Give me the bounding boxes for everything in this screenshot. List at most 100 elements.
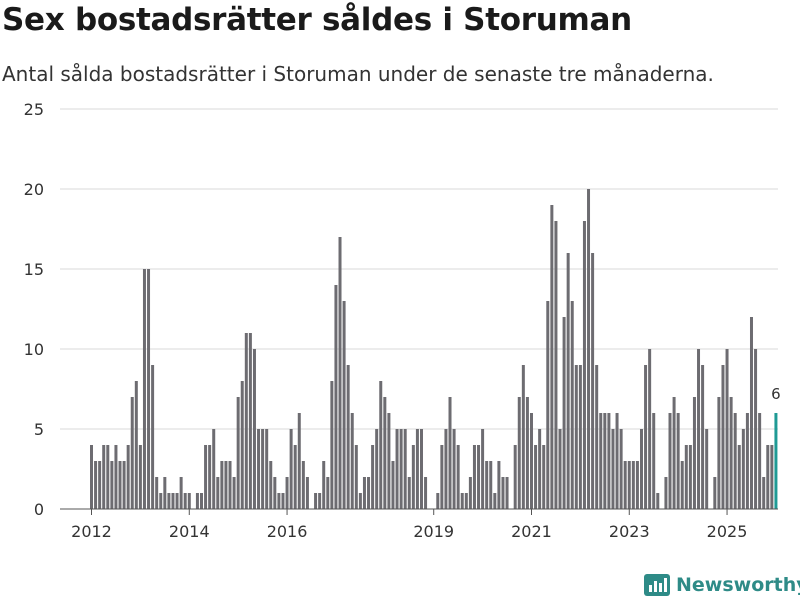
- bar: [118, 461, 122, 509]
- bar: [395, 429, 399, 509]
- bar: [656, 493, 660, 509]
- bar: [648, 349, 652, 509]
- bar: [554, 221, 558, 509]
- bar: [521, 365, 525, 509]
- bar: [346, 365, 350, 509]
- y-tick-label: 0: [34, 500, 44, 519]
- bar: [399, 429, 403, 509]
- bar: [749, 317, 753, 509]
- bar: [367, 477, 371, 509]
- bar: [692, 397, 696, 509]
- bar: [110, 461, 114, 509]
- bar: [672, 397, 676, 509]
- bar: [534, 445, 538, 509]
- bar: [538, 429, 542, 509]
- bar-highlight: [774, 413, 778, 509]
- bar: [517, 397, 521, 509]
- bar: [90, 445, 93, 509]
- bar: [497, 461, 501, 509]
- bar: [481, 429, 485, 509]
- bar: [265, 429, 269, 509]
- bar: [138, 445, 142, 509]
- bar: [289, 429, 293, 509]
- bar: [362, 477, 366, 509]
- bar: [228, 461, 232, 509]
- bar: [529, 413, 533, 509]
- bar: [261, 429, 265, 509]
- bar: [562, 317, 566, 509]
- bar: [729, 397, 733, 509]
- bar: [236, 397, 240, 509]
- bar: [619, 429, 623, 509]
- bar: [725, 349, 729, 509]
- bar: [582, 221, 586, 509]
- bar: [106, 445, 110, 509]
- bar: [358, 493, 362, 509]
- bar: [680, 461, 684, 509]
- bar: [342, 301, 346, 509]
- bar: [212, 429, 216, 509]
- bar: [301, 461, 305, 509]
- bar: [199, 493, 203, 509]
- bar: [452, 429, 456, 509]
- last-value-label: 6: [771, 385, 781, 403]
- bar: [387, 413, 391, 509]
- bar: [578, 365, 582, 509]
- bar: [314, 493, 318, 509]
- x-tick-label: 2021: [511, 522, 552, 541]
- bar: [147, 269, 151, 509]
- bar: [444, 429, 448, 509]
- bar: [737, 445, 741, 509]
- bar: [615, 413, 619, 509]
- bar: [542, 445, 546, 509]
- bar: [713, 477, 717, 509]
- bar: [668, 413, 672, 509]
- bar: [383, 397, 387, 509]
- bar: [114, 445, 118, 509]
- bar: [322, 461, 326, 509]
- bar: [591, 253, 595, 509]
- bar: [525, 397, 529, 509]
- bar: [134, 381, 138, 509]
- bar: [603, 413, 607, 509]
- bar: [472, 445, 476, 509]
- bar: [326, 477, 330, 509]
- bar: [375, 429, 379, 509]
- bar: [183, 493, 187, 509]
- bar: [513, 445, 517, 509]
- bar: [440, 445, 444, 509]
- bar: [179, 477, 183, 509]
- y-tick-label: 20: [24, 180, 44, 199]
- bar: [676, 413, 680, 509]
- bar: [257, 429, 261, 509]
- bar: [293, 445, 297, 509]
- bar: [379, 381, 383, 509]
- bar: [155, 477, 159, 509]
- bar: [424, 477, 428, 509]
- newsworthy-logo: Newsworthy: [644, 570, 800, 600]
- bar: [631, 461, 635, 509]
- bar: [252, 349, 256, 509]
- bar: [468, 477, 472, 509]
- bar: [330, 381, 334, 509]
- bar: [448, 397, 452, 509]
- bar: [411, 445, 415, 509]
- bar: [697, 349, 701, 509]
- bar: [167, 493, 171, 509]
- bar: [407, 477, 411, 509]
- bar: [684, 445, 688, 509]
- x-tick-label: 2016: [267, 522, 308, 541]
- chart-subtitle: Antal sålda bostadsrätter i Storuman und…: [2, 62, 714, 86]
- bar: [489, 461, 493, 509]
- x-tick-label: 2023: [609, 522, 650, 541]
- x-tick-label: 2012: [71, 522, 112, 541]
- y-tick-label: 15: [24, 260, 44, 279]
- bar: [587, 189, 591, 509]
- bar: [187, 493, 191, 509]
- bar: [142, 269, 146, 509]
- bar: [456, 445, 460, 509]
- bar: [354, 445, 358, 509]
- bar: [574, 365, 578, 509]
- bar: [721, 365, 725, 509]
